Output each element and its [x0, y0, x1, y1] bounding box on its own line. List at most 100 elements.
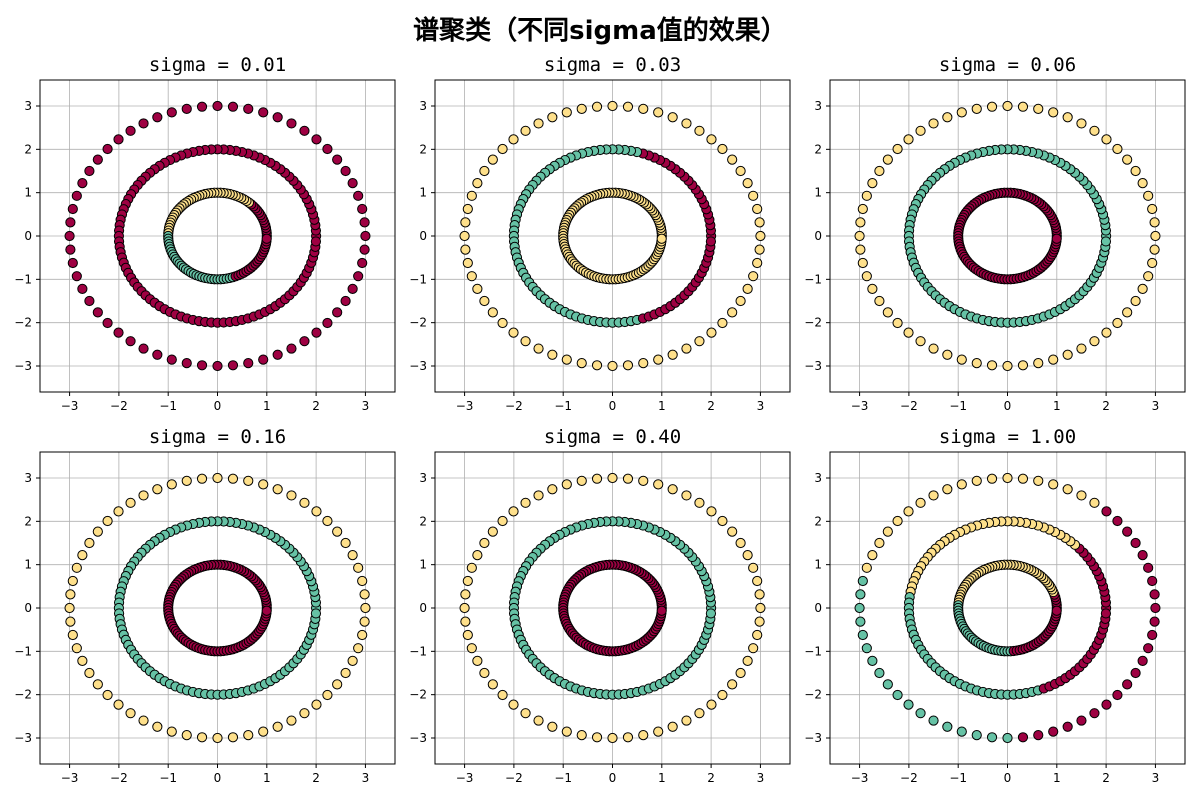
x-tick-label: 2: [1102, 399, 1110, 413]
x-tick-label: −3: [456, 399, 474, 413]
scatter-point: [1112, 143, 1123, 155]
y-tick-label: 1: [24, 558, 32, 572]
scatter-point: [1122, 307, 1133, 318]
scatter-point: [752, 203, 763, 215]
x-tick-label: −2: [110, 771, 128, 785]
x-tick-label: 0: [1004, 399, 1012, 413]
scatter-point: [576, 730, 587, 741]
scatter-point: [706, 327, 717, 338]
y-tick-label: 2: [419, 142, 427, 156]
y-tick-label: −1: [804, 644, 822, 658]
scatter-point: [311, 327, 322, 338]
scatter-point: [227, 473, 239, 484]
x-tick-label: 1: [658, 399, 666, 413]
scatter-point: [227, 732, 239, 743]
scatter-point: [258, 354, 269, 365]
scatter-point: [497, 689, 508, 701]
scatter-point: [653, 107, 664, 118]
scatter-point: [1149, 244, 1160, 255]
scatter-point: [261, 233, 272, 244]
y-tick-label: 0: [419, 229, 427, 243]
scatter-point: [1101, 506, 1112, 517]
scatter-point: [754, 616, 765, 627]
y-tick-label: −2: [14, 316, 32, 330]
scatter-point: [243, 103, 254, 114]
scatter-point: [77, 550, 88, 561]
scatter-point: [1112, 317, 1123, 329]
scatter-point: [67, 629, 78, 641]
x-tick-label: 2: [312, 771, 320, 785]
scatter-point: [882, 526, 893, 537]
scatter-point: [754, 244, 765, 255]
x-tick-label: 3: [1152, 771, 1160, 785]
scatter-point: [857, 629, 868, 641]
scatter-point: [1147, 203, 1158, 215]
scatter-point: [497, 515, 508, 527]
scatter-point: [227, 101, 239, 112]
scatter-point: [1048, 726, 1059, 737]
scatter-point: [622, 732, 634, 743]
scatter-point: [84, 667, 95, 679]
x-tick-label: 1: [658, 771, 666, 785]
scatter-point: [71, 190, 82, 201]
scatter-point: [286, 118, 297, 129]
scatter-point: [113, 699, 124, 710]
scatter-point: [942, 484, 953, 495]
scatter-point: [71, 643, 82, 654]
scatter-point: [903, 134, 914, 145]
scatter-point: [694, 497, 705, 508]
scatter-point: [71, 562, 82, 573]
scatter-point: [84, 295, 95, 307]
scatter-point: [892, 689, 903, 701]
scatter-point: [125, 497, 136, 508]
scatter-point: [472, 178, 483, 189]
scatter-point: [1017, 101, 1029, 112]
scatter-point: [1149, 217, 1160, 228]
scatter-point: [340, 667, 351, 679]
scatter-point: [347, 178, 358, 189]
scatter-point: [227, 360, 239, 371]
x-tick-label: −2: [505, 771, 523, 785]
scatter-point: [591, 473, 603, 484]
scatter-point: [347, 550, 358, 561]
scatter-point: [65, 589, 76, 600]
scatter-point: [357, 575, 368, 587]
y-tick-label: 2: [24, 514, 32, 528]
scatter-point: [882, 679, 893, 690]
scatter-point: [1150, 602, 1161, 614]
scatter-point: [855, 616, 866, 627]
scatter-point: [1101, 327, 1112, 338]
scatter-point: [1017, 473, 1029, 484]
scatter-point: [322, 317, 333, 329]
scatter-point: [882, 154, 893, 165]
y-tick-label: 1: [814, 558, 822, 572]
scatter-point: [1112, 515, 1123, 527]
scatter-point: [181, 475, 192, 486]
y-tick-label: −3: [409, 731, 427, 745]
scatter-point: [1062, 349, 1073, 360]
x-tick-label: 2: [707, 771, 715, 785]
y-tick-label: 3: [814, 99, 822, 113]
scatter-point: [462, 203, 473, 215]
scatter-point: [357, 629, 368, 641]
scatter-point: [956, 726, 967, 737]
scatter-point: [986, 732, 998, 743]
figure-title: 谱聚类（不同sigma值的效果）: [413, 16, 787, 46]
scatter-point: [1089, 125, 1100, 136]
x-tick-label: −1: [554, 771, 572, 785]
scatter-point: [487, 307, 498, 318]
scatter-point: [1143, 562, 1154, 573]
scatter-point: [353, 643, 364, 654]
scatter-point: [487, 526, 498, 537]
scatter-point: [299, 125, 310, 136]
scatter-point: [258, 726, 269, 737]
scatter-point: [752, 575, 763, 587]
scatter-point: [705, 236, 717, 247]
scatter-point: [986, 360, 998, 371]
scatter-point: [667, 349, 678, 360]
scatter-point: [971, 730, 982, 741]
scatter-point: [576, 475, 587, 486]
scatter-point: [928, 490, 939, 501]
scatter-point: [462, 257, 473, 269]
scatter-point: [1002, 100, 1013, 112]
